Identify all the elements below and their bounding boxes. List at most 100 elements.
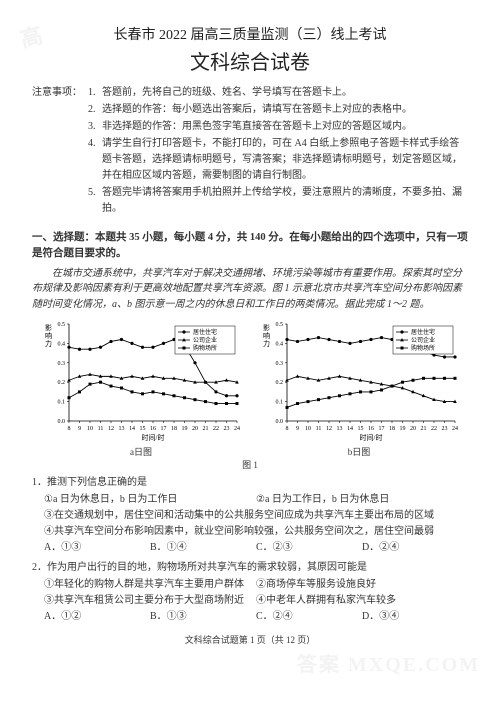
q2-choice: C．②④ (256, 609, 362, 625)
svg-text:24: 24 (234, 426, 240, 432)
notice-item: 答题前，先将自己的班级、姓名、学号填写在答题卡上。 (88, 85, 468, 101)
svg-text:0.0: 0.0 (58, 419, 66, 425)
svg-text:0.4: 0.4 (276, 341, 284, 347)
question-2: 2．作为用户出行的目的地，购物场所对共享汽车的需求较弱，其原因可能是 ①年轻化的… (32, 560, 468, 625)
notice-item: 非选择题的作答：用黑色签字笔直接答在答题卡上对应的答题区域内。 (88, 119, 468, 135)
page-footer: 文科综合试题第 1 页（共 12 页） (32, 633, 468, 646)
svg-text:23: 23 (224, 426, 230, 432)
svg-text:时间/时: 时间/时 (360, 433, 383, 442)
svg-text:17: 17 (379, 426, 385, 432)
svg-text:18: 18 (171, 426, 177, 432)
chart-a-caption: a日图 (130, 445, 152, 458)
svg-text:21: 21 (203, 426, 209, 432)
svg-text:13: 13 (337, 426, 343, 432)
notice-list: 答题前，先将自己的班级、姓名、学号填写在答题卡上。 选择题的作答：每小题选出答案… (88, 85, 468, 218)
svg-text:0.1: 0.1 (276, 400, 284, 406)
svg-text:响: 响 (263, 331, 270, 340)
svg-text:18: 18 (389, 426, 395, 432)
svg-text:15: 15 (358, 426, 364, 432)
svg-text:22: 22 (213, 426, 219, 432)
svg-text:14: 14 (129, 426, 135, 432)
exam-title-line2: 文科综合试卷 (32, 46, 468, 75)
q2-choice: D．③④ (362, 609, 468, 625)
svg-text:9: 9 (296, 426, 299, 432)
svg-text:0.3: 0.3 (276, 361, 284, 367)
exam-title-line1: 长春市 2022 届高三质量监测（三）线上考试 (32, 24, 468, 44)
notice-item: 请学生自行打印答题卡，不能打印的，可在 A4 白纸上参照电子答题卡样式手绘答题卡… (88, 136, 468, 184)
question-1: 1．推测下列信息正确的是 ①a 日为休息日，b 日为工作日 ②a 日为工作日，b… (32, 475, 468, 556)
svg-text:16: 16 (150, 426, 156, 432)
svg-text:0.5: 0.5 (58, 322, 66, 328)
svg-text:公司企业: 公司企业 (411, 336, 435, 344)
svg-text:0.2: 0.2 (58, 380, 66, 386)
svg-text:14: 14 (347, 426, 353, 432)
svg-text:0.0: 0.0 (276, 419, 284, 425)
notice-block: 注意事项： 答题前，先将自己的班级、姓名、学号填写在答题卡上。 选择题的作答：每… (32, 85, 468, 218)
svg-text:24: 24 (452, 426, 458, 432)
q2-choice: A．①② (44, 609, 150, 625)
chart-b-wrap: 0.0 0.1 0.2 0.3 0.4 0.5 8 9 10 11 12 13 14 15 16 17 18 19… (259, 318, 459, 458)
notice-item: 答题完毕请将答案用手机拍照并上传给学校，要注意照片的清晰度，不要多拍、漏拍。 (88, 185, 468, 217)
q2-opt: ③共享汽车租赁公司主要分布于大型商场附近 (44, 593, 256, 609)
notice-item: 选择题的作答：每小题选出答案后，请填写在答题卡上对应的表格中。 (88, 102, 468, 118)
svg-text:17: 17 (161, 426, 167, 432)
svg-text:响: 响 (45, 331, 52, 340)
q1-opt: ④共享汽车空间分布影响因素中，就业空间影响较强，公共服务空间次之，居住空间最弱 (44, 524, 468, 540)
svg-text:10: 10 (87, 426, 93, 432)
q1-choice: A．①③ (44, 540, 150, 556)
svg-text:0.3: 0.3 (58, 361, 66, 367)
q2-stem: 2．作为用户出行的目的地，购物场所对共享汽车的需求较弱，其原因可能是 (32, 560, 468, 576)
q1-opt: ②a 日为工作日，b 日为休息日 (256, 492, 468, 508)
svg-text:8: 8 (68, 426, 71, 432)
chart-b: 0.0 0.1 0.2 0.3 0.4 0.5 8 9 10 11 12 13 14 15 16 17 18 19… (259, 318, 459, 443)
passage-text: 在城市交通系统中，共享汽车对于解决交通拥堵、环境污染等城市有重要作用。探索其时空… (32, 266, 468, 313)
svg-text:居住住宅: 居住住宅 (411, 328, 435, 336)
svg-text:购物场所: 购物场所 (411, 344, 435, 352)
svg-text:影: 影 (263, 323, 270, 332)
watermark-bottomright: 答案 MXQE.COM (297, 648, 480, 677)
svg-text:力: 力 (263, 339, 270, 348)
q1-opt: ①a 日为休息日，b 日为工作日 (44, 492, 256, 508)
q2-opt: ①年轻化的购物人群是共享汽车主要用户群体 (44, 577, 256, 593)
svg-text:0.2: 0.2 (276, 380, 284, 386)
svg-text:8: 8 (286, 426, 289, 432)
q1-stem: 1．推测下列信息正确的是 (32, 475, 468, 491)
svg-text:22: 22 (431, 426, 437, 432)
svg-text:力: 力 (45, 339, 52, 348)
svg-text:12: 12 (326, 426, 332, 432)
svg-text:10: 10 (305, 426, 311, 432)
q1-opt: ③在交通规划中，居住空间和活动集中的公共服务空间应成为共享汽车主要出布局的区域 (44, 508, 468, 524)
svg-text:20: 20 (410, 426, 416, 432)
chart-a-wrap: 0.0 0.1 0.2 0.3 0.4 0.5 8 9 10 11 12 13 14 15 16 17 18 19… (41, 318, 241, 458)
q2-choice: B．①③ (150, 609, 256, 625)
svg-text:购物场所: 购物场所 (193, 344, 217, 352)
svg-text:公司企业: 公司企业 (193, 336, 217, 344)
svg-text:12: 12 (108, 426, 114, 432)
chart-a: 0.0 0.1 0.2 0.3 0.4 0.5 8 9 10 11 12 13 14 15 16 17 18 19… (41, 318, 241, 443)
svg-text:0.1: 0.1 (58, 400, 66, 406)
svg-text:11: 11 (98, 426, 104, 432)
svg-text:13: 13 (119, 426, 125, 432)
figure-caption: 图 1 (32, 458, 468, 471)
svg-text:影: 影 (45, 323, 52, 332)
q1-choice: C．②③ (256, 540, 362, 556)
q2-opt: ②商场停车等服务设施良好 (256, 577, 468, 593)
svg-text:21: 21 (421, 426, 427, 432)
svg-text:9: 9 (78, 426, 81, 432)
chart-b-caption: b日图 (348, 445, 371, 458)
q2-opt: ④中老年人群拥有私家汽车较多 (256, 593, 468, 609)
svg-text:19: 19 (182, 426, 188, 432)
svg-text:11: 11 (316, 426, 322, 432)
svg-text:16: 16 (368, 426, 374, 432)
notice-label: 注意事项： (32, 85, 88, 218)
q1-choice: D．②④ (362, 540, 468, 556)
svg-text:15: 15 (140, 426, 146, 432)
svg-text:居住住宅: 居住住宅 (193, 328, 217, 336)
svg-text:时间/时: 时间/时 (142, 433, 165, 442)
svg-text:0.5: 0.5 (276, 322, 284, 328)
svg-text:19: 19 (400, 426, 406, 432)
section1-heading: 一、选择题：本题共 35 小题，每小题 4 分，共 140 分。在每小题给出的四… (32, 230, 468, 262)
charts-row: 0.0 0.1 0.2 0.3 0.4 0.5 8 9 10 11 12 13 14 15 16 17 18 19… (32, 318, 468, 458)
svg-text:20: 20 (192, 426, 198, 432)
svg-text:0.4: 0.4 (58, 341, 66, 347)
